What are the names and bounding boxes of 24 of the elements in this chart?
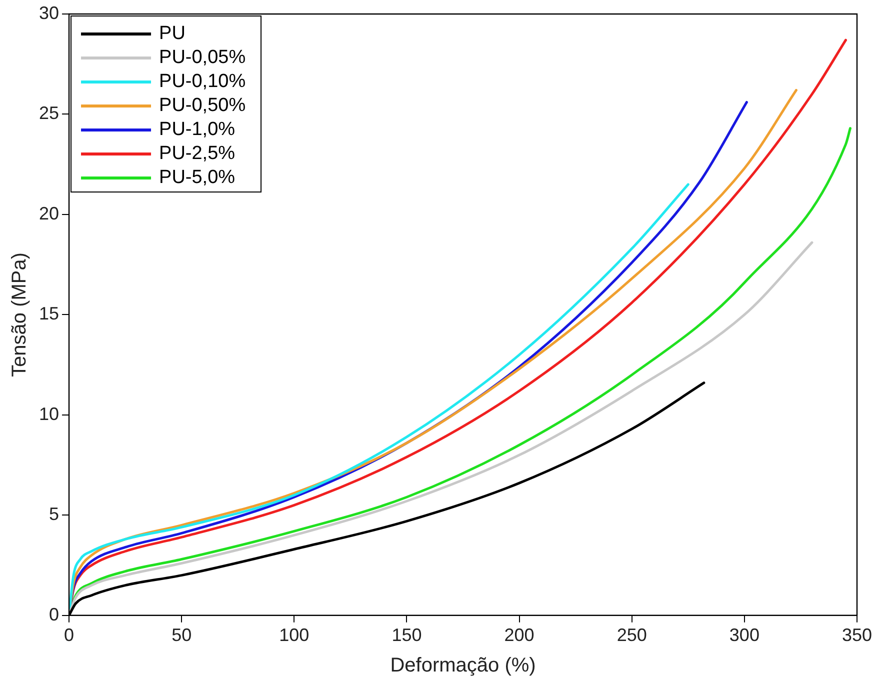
y-tick-label: 25 — [38, 103, 60, 124]
x-tick-label: 300 — [729, 625, 760, 646]
x-tick-label: 250 — [616, 625, 647, 646]
x-axis-title: Deformação (%) — [390, 654, 536, 677]
y-tick-label: 15 — [38, 304, 60, 324]
y-tick-label: 0 — [49, 604, 60, 624]
legend-label: PU-1,0% — [159, 119, 236, 140]
x-tick-label: 0 — [64, 625, 74, 646]
y-tick-label: 30 — [38, 2, 60, 23]
legend-label: PU-0,50% — [159, 95, 246, 116]
y-tick-label: 5 — [49, 504, 60, 524]
legend-label: PU-2,5% — [159, 143, 236, 164]
x-tick-label: 150 — [392, 625, 422, 646]
legend-label: PU-0,05% — [159, 47, 246, 68]
x-tick-label: 50 — [172, 625, 192, 646]
y-tick-label: 20 — [38, 203, 60, 224]
y-axis-title: Tensão (MPa) — [8, 252, 31, 377]
y-tick-label: 10 — [38, 404, 60, 424]
x-tick-label: 350 — [842, 625, 872, 646]
legend-label: PU-5,0% — [159, 167, 236, 188]
legend-label: PU-0,10% — [159, 71, 246, 92]
x-tick-label: 200 — [504, 625, 534, 646]
x-tick-label: 100 — [279, 625, 310, 646]
legend-label: PU — [159, 23, 186, 44]
